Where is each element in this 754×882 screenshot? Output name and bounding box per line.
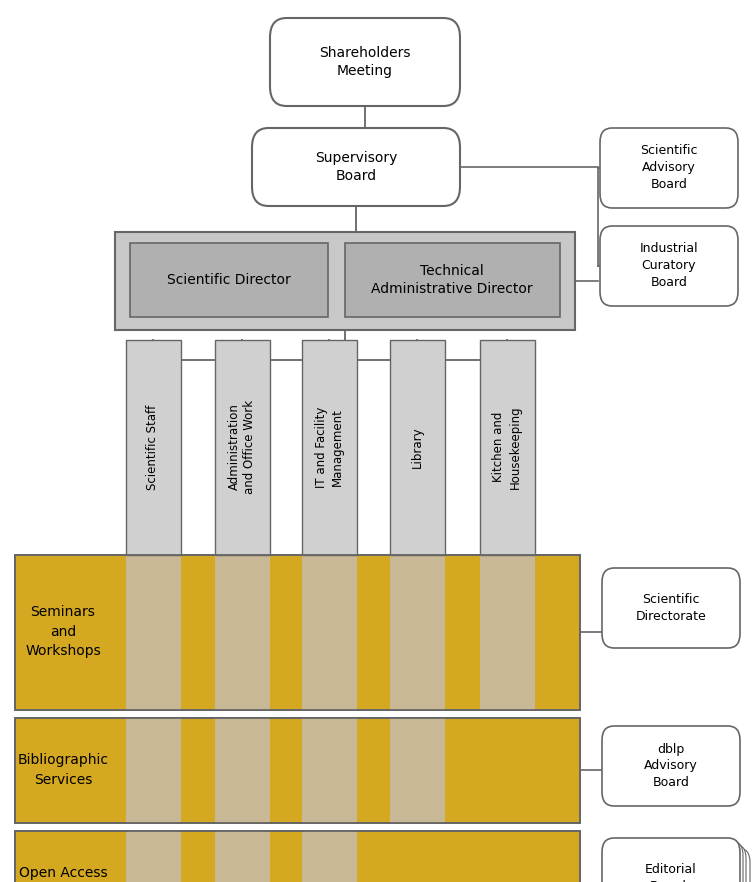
Bar [215,718,270,823]
Text: Administration
and Office Work: Administration and Office Work [228,400,256,494]
Bar [390,718,445,823]
FancyBboxPatch shape [602,568,740,648]
Text: Bibliographic
Services: Bibliographic Services [17,753,109,787]
Text: Scientific
Advisory
Board: Scientific Advisory Board [640,145,697,191]
Text: Shareholders
Meeting: Shareholders Meeting [319,46,411,78]
Bar [115,232,575,330]
Bar [215,831,270,882]
Bar [215,340,270,555]
Bar [130,243,328,317]
FancyBboxPatch shape [252,128,460,206]
Bar [15,555,580,710]
Text: Seminars
and
Workshops: Seminars and Workshops [25,606,101,659]
FancyBboxPatch shape [602,838,740,882]
Bar [15,831,580,882]
Text: Scientific Staff: Scientific Staff [146,404,160,490]
Bar [345,243,560,317]
Bar [15,718,580,823]
Bar [126,555,181,710]
Bar [302,555,357,710]
Text: IT and Facility
Management: IT and Facility Management [314,407,344,488]
Bar [302,831,357,882]
FancyBboxPatch shape [608,844,746,882]
Text: Kitchen and
Housekeeping: Kitchen and Housekeeping [492,405,522,489]
Text: Scientific Director: Scientific Director [167,273,291,287]
FancyBboxPatch shape [605,841,743,882]
Bar [215,555,270,710]
Bar [480,340,535,555]
Bar [390,555,445,710]
Text: Editorial
Boards: Editorial Boards [645,863,697,882]
Text: Technical
Administrative Director: Technical Administrative Director [371,264,533,296]
Bar [302,718,357,823]
FancyBboxPatch shape [600,128,738,208]
Text: Scientific
Directorate: Scientific Directorate [636,593,706,623]
FancyBboxPatch shape [602,726,740,806]
Bar [390,340,445,555]
Text: Industrial
Curatory
Board: Industrial Curatory Board [639,243,698,289]
FancyBboxPatch shape [600,226,738,306]
FancyBboxPatch shape [612,848,750,882]
Bar [15,555,580,710]
Bar [15,831,580,882]
Bar [302,340,357,555]
Bar [480,555,535,710]
FancyBboxPatch shape [270,18,460,106]
Bar [126,831,181,882]
Text: Supervisory
Board: Supervisory Board [315,151,397,183]
Bar [126,718,181,823]
Text: dblp
Advisory
Board: dblp Advisory Board [644,743,698,789]
Text: Library: Library [410,426,424,467]
Bar [126,340,181,555]
Text: Open Access
Publishing: Open Access Publishing [19,866,107,882]
Bar [15,718,580,823]
